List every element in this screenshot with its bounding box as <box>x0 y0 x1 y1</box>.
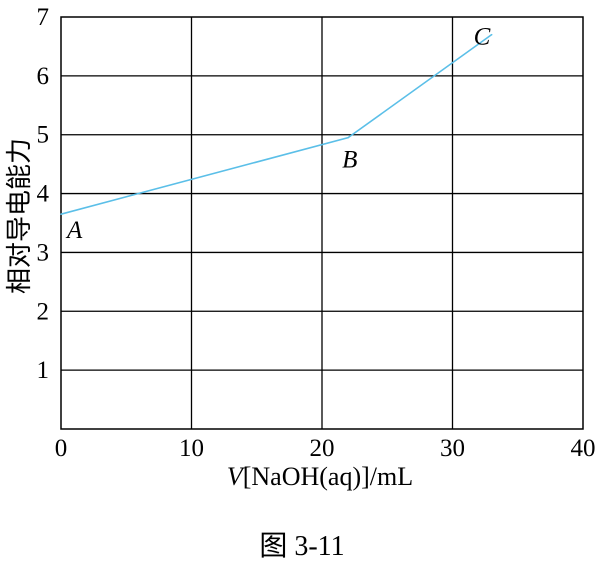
series-line-0 <box>60 34 493 215</box>
series-point-0-2 <box>490 33 493 36</box>
x-tick-label-20: 20 <box>310 435 335 462</box>
x-axis-title: V[NaOH(aq)]/mL <box>227 462 413 491</box>
x-axis-title-italic: V <box>227 462 246 491</box>
y-tick-label-7: 7 <box>37 4 50 31</box>
x-tick-label-40: 40 <box>571 435 596 462</box>
point-label-c: C <box>474 24 491 51</box>
y-tick-label-4: 4 <box>37 181 50 208</box>
y-axis-title: 相对导电能力 <box>5 138 34 294</box>
x-tick-label-0: 0 <box>55 435 68 462</box>
series-point-0-1 <box>347 136 349 139</box>
series-point-0-0 <box>60 213 62 215</box>
tick-labels: 0 10 20 30 40 1 2 3 4 5 6 7 <box>37 4 596 462</box>
point-label-b: B <box>342 147 357 174</box>
point-label-a: A <box>65 217 83 244</box>
y-tick-label-2: 2 <box>37 298 50 325</box>
grid <box>60 16 584 430</box>
figure-caption: 图 3-11 <box>259 531 344 562</box>
y-tick-label-3: 3 <box>37 239 50 266</box>
x-tick-label-30: 30 <box>440 435 465 462</box>
series-layer <box>60 33 493 215</box>
x-tick-label-10: 10 <box>179 435 204 462</box>
point-labels: A B C <box>65 24 491 245</box>
y-tick-label-1: 1 <box>37 357 50 384</box>
y-tick-label-5: 5 <box>37 122 50 149</box>
x-axis-title-rest: [NaOH(aq)]/mL <box>243 462 413 491</box>
y-tick-label-6: 6 <box>37 63 50 90</box>
